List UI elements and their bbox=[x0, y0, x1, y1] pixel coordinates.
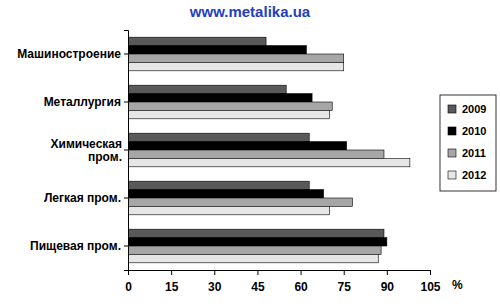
bar bbox=[128, 254, 378, 262]
tick: Легкая пром. bbox=[44, 191, 128, 205]
bar bbox=[128, 54, 344, 62]
tick: 90 bbox=[381, 270, 395, 294]
bar bbox=[128, 46, 306, 54]
legend-swatch bbox=[448, 105, 456, 113]
tick-mark bbox=[124, 102, 128, 103]
chart: www.metalika.ua 0 15 30 45 60 75 90 105 Машиностр… bbox=[0, 0, 500, 306]
tick: Металлургия bbox=[44, 95, 128, 109]
bar bbox=[128, 198, 352, 206]
bar bbox=[128, 62, 344, 70]
bar bbox=[128, 150, 384, 158]
legend-item: 2011 bbox=[448, 147, 486, 159]
tick-mark bbox=[124, 198, 128, 199]
y-axis: Машиностроение Металлургия Химическаяпром.… bbox=[17, 31, 128, 271]
tick-label: Машиностроение bbox=[17, 47, 121, 61]
bar bbox=[128, 229, 384, 237]
bar bbox=[128, 133, 309, 141]
legend-item: 2010 bbox=[448, 125, 486, 137]
tick-label: 90 bbox=[381, 280, 395, 294]
series bbox=[128, 46, 387, 246]
legend: 2009 2010 2011 2012 bbox=[440, 95, 496, 191]
tick: 105 bbox=[420, 270, 440, 294]
tick: Машиностроение bbox=[17, 47, 128, 61]
tick: 45 bbox=[251, 270, 265, 294]
tick: Химическаяпром. bbox=[51, 137, 128, 165]
axis-title: % bbox=[452, 278, 463, 292]
bar bbox=[128, 181, 309, 189]
bar bbox=[128, 37, 266, 45]
bar bbox=[128, 94, 312, 102]
legend-label: 2010 bbox=[462, 125, 486, 137]
legend-item: 2012 bbox=[448, 169, 486, 181]
tick-label: Легкая пром. bbox=[44, 191, 121, 205]
tick-mark bbox=[124, 246, 128, 247]
tick-mark bbox=[124, 150, 128, 151]
bars bbox=[128, 37, 410, 263]
tick-label: 45 bbox=[251, 280, 265, 294]
axis-line bbox=[129, 271, 431, 276]
legend-label: 2012 bbox=[462, 169, 486, 181]
tick-label: Металлургия bbox=[44, 95, 121, 109]
tick: 60 bbox=[294, 270, 308, 294]
legend-box bbox=[440, 95, 496, 191]
legend-label: 2009 bbox=[462, 103, 486, 115]
bar bbox=[128, 102, 332, 110]
tick-label: 0 bbox=[125, 280, 132, 294]
tick-label: 105 bbox=[420, 280, 440, 294]
legend-swatch bbox=[448, 149, 456, 157]
plot: 0 15 30 45 60 75 90 105 Машиностроение Металлурги… bbox=[17, 31, 441, 295]
tick-mark bbox=[257, 270, 258, 275]
tick-mark bbox=[344, 270, 345, 275]
series bbox=[128, 54, 384, 254]
tick-mark bbox=[214, 270, 215, 275]
bar bbox=[128, 158, 410, 166]
tick: Пищевая пром. bbox=[30, 239, 128, 253]
tick: 15 bbox=[165, 270, 179, 294]
bar bbox=[128, 85, 286, 93]
axis-line bbox=[124, 31, 129, 271]
tick-label: 60 bbox=[294, 280, 308, 294]
tick-label: 30 bbox=[208, 280, 222, 294]
legend-label: 2011 bbox=[462, 147, 486, 159]
tick-label: 15 bbox=[165, 280, 179, 294]
tick-label: Пищевая пром. bbox=[30, 239, 121, 253]
x-axis: 0 15 30 45 60 75 90 105 bbox=[125, 270, 441, 294]
tick-mark bbox=[301, 270, 302, 275]
series bbox=[128, 62, 410, 262]
tick: 75 bbox=[338, 270, 352, 294]
tick: 0 bbox=[125, 270, 132, 294]
title: www.metalika.ua bbox=[189, 3, 311, 20]
tick-mark bbox=[124, 54, 128, 55]
tick-mark bbox=[387, 270, 388, 275]
bar bbox=[128, 190, 324, 198]
bar bbox=[128, 110, 329, 118]
bar bbox=[128, 246, 381, 254]
legend-item: 2009 bbox=[448, 103, 486, 115]
tick-mark bbox=[430, 270, 431, 275]
tick-mark bbox=[171, 270, 172, 275]
legend-swatch bbox=[448, 171, 456, 179]
tick-label: 75 bbox=[338, 280, 352, 294]
series bbox=[128, 37, 384, 237]
legend-swatch bbox=[448, 127, 456, 135]
bar bbox=[128, 142, 347, 150]
tick: 30 bbox=[208, 270, 222, 294]
bar bbox=[128, 238, 387, 246]
tick-label: Химическаяпром. bbox=[51, 137, 122, 165]
bar bbox=[128, 206, 329, 214]
